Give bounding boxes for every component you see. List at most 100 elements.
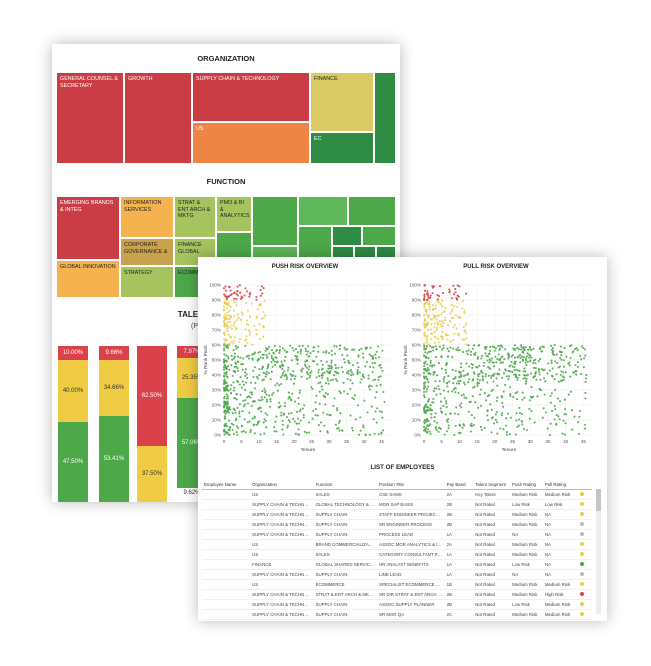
data-point[interactable]: [439, 407, 442, 410]
data-point[interactable]: [244, 431, 247, 434]
col-talent-segment[interactable]: Talent Segment: [473, 479, 511, 490]
data-point[interactable]: [517, 355, 520, 358]
employee-row[interactable]: SUPPLY CHAIN & TECHNOLOGY SUPPLY CHAIN SR …: [202, 609, 592, 620]
data-point[interactable]: [318, 375, 321, 378]
data-point[interactable]: [426, 339, 429, 342]
data-point[interactable]: [227, 357, 230, 360]
data-point[interactable]: [575, 347, 578, 350]
data-point[interactable]: [333, 397, 336, 400]
data-point[interactable]: [244, 371, 247, 374]
data-point[interactable]: [512, 395, 515, 399]
data-point[interactable]: [433, 314, 436, 317]
data-point[interactable]: [521, 350, 524, 353]
data-point[interactable]: [228, 407, 231, 410]
data-point[interactable]: [330, 359, 333, 362]
data-point[interactable]: [476, 366, 479, 369]
data-point[interactable]: [303, 430, 306, 433]
data-point[interactable]: [558, 350, 561, 353]
data-point[interactable]: [308, 365, 311, 368]
data-point[interactable]: [457, 413, 460, 416]
data-point[interactable]: [240, 425, 243, 428]
data-point[interactable]: [455, 406, 458, 409]
data-point[interactable]: [572, 371, 575, 374]
data-point[interactable]: [255, 375, 258, 378]
data-point[interactable]: [554, 388, 557, 391]
data-point[interactable]: [379, 384, 382, 387]
data-point[interactable]: [449, 346, 452, 349]
data-point[interactable]: [431, 292, 434, 295]
data-point[interactable]: [292, 417, 295, 420]
data-point[interactable]: [465, 337, 468, 340]
data-point[interactable]: [426, 322, 430, 325]
employee-row[interactable]: US BRAND COMMERCIALIZATION ASSOC MGR ANALY…: [202, 539, 592, 550]
data-point[interactable]: [223, 389, 226, 392]
data-point[interactable]: [227, 389, 230, 392]
data-point[interactable]: [264, 375, 267, 378]
data-point[interactable]: [356, 370, 359, 373]
data-point[interactable]: [238, 403, 241, 406]
data-point[interactable]: [224, 412, 227, 415]
data-point[interactable]: [250, 393, 254, 396]
data-point[interactable]: [281, 364, 285, 368]
data-point[interactable]: [372, 379, 375, 382]
data-point[interactable]: [228, 433, 231, 436]
data-point[interactable]: [283, 349, 286, 352]
data-point[interactable]: [558, 356, 562, 359]
data-point[interactable]: [351, 429, 354, 432]
data-point[interactable]: [516, 378, 519, 381]
data-point[interactable]: [435, 318, 438, 321]
data-point[interactable]: [438, 345, 441, 348]
data-point[interactable]: [473, 372, 476, 375]
data-point[interactable]: [333, 374, 336, 377]
data-point[interactable]: [526, 360, 529, 363]
data-point[interactable]: [318, 402, 321, 405]
data-point[interactable]: [507, 356, 510, 359]
data-point[interactable]: [259, 356, 262, 359]
data-point[interactable]: [548, 433, 551, 437]
data-point[interactable]: [223, 300, 226, 303]
data-point[interactable]: [426, 406, 429, 409]
data-point[interactable]: [507, 378, 510, 381]
data-point[interactable]: [229, 289, 232, 292]
data-point[interactable]: [379, 363, 382, 366]
data-point[interactable]: [316, 363, 319, 366]
data-point[interactable]: [260, 285, 263, 288]
data-point[interactable]: [473, 353, 476, 356]
data-point[interactable]: [516, 346, 519, 349]
data-point[interactable]: [424, 360, 427, 363]
data-point[interactable]: [448, 320, 452, 323]
data-point[interactable]: [284, 401, 287, 404]
func-tile-green-2[interactable]: [252, 196, 298, 246]
data-point[interactable]: [252, 424, 255, 427]
data-point[interactable]: [327, 371, 331, 374]
data-point[interactable]: [488, 361, 491, 364]
data-point[interactable]: [314, 408, 317, 411]
data-point[interactable]: [329, 414, 332, 417]
data-point[interactable]: [528, 345, 531, 348]
data-point[interactable]: [263, 387, 266, 390]
data-point[interactable]: [339, 412, 342, 415]
data-point[interactable]: [427, 357, 430, 360]
data-point[interactable]: [288, 420, 291, 424]
data-point[interactable]: [571, 351, 574, 354]
data-point[interactable]: [334, 423, 337, 426]
data-point[interactable]: [326, 377, 329, 380]
data-point[interactable]: [349, 379, 352, 382]
data-point[interactable]: [246, 376, 249, 380]
data-point[interactable]: [435, 348, 438, 351]
data-point[interactable]: [465, 343, 468, 346]
data-point[interactable]: [246, 309, 249, 312]
data-point[interactable]: [536, 395, 539, 398]
data-point[interactable]: [320, 385, 323, 388]
data-point[interactable]: [442, 389, 445, 392]
data-point[interactable]: [235, 297, 238, 300]
data-point[interactable]: [434, 307, 437, 310]
data-point[interactable]: [426, 378, 429, 381]
data-point[interactable]: [491, 361, 494, 364]
data-point[interactable]: [580, 358, 583, 361]
data-point[interactable]: [521, 398, 524, 401]
data-point[interactable]: [351, 348, 354, 351]
data-point[interactable]: [428, 308, 431, 311]
data-point[interactable]: [361, 375, 365, 378]
data-point[interactable]: [460, 406, 463, 409]
